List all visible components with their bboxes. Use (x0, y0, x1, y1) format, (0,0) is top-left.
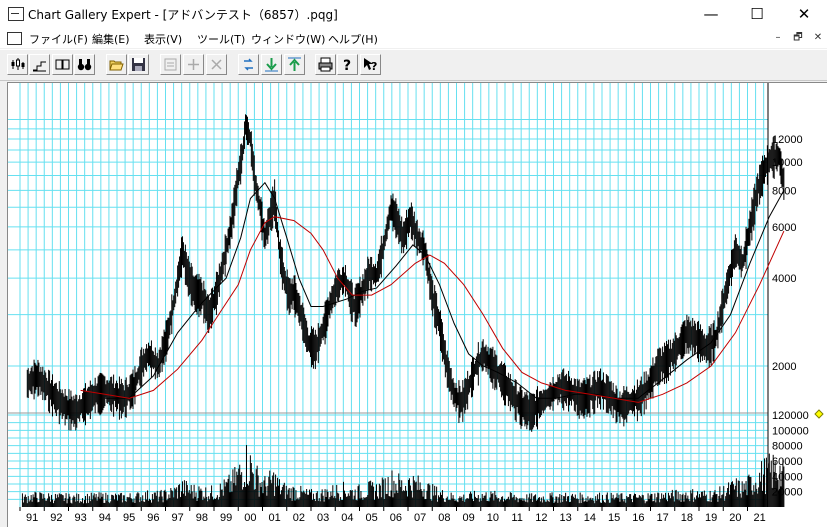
delete-button[interactable] (206, 54, 227, 75)
price-tick-label: 10000 (772, 157, 803, 169)
x-tick-label: 20 (729, 512, 741, 524)
menu-bar: ファイル(F) 編集(E) 表示(V) ツール(T) ウィンドウ(W) ヘルプ(… (0, 28, 827, 48)
print-icon (318, 57, 333, 72)
delete-icon (211, 59, 222, 70)
save-button[interactable] (128, 54, 149, 75)
x-tick-label: 21 (754, 512, 766, 524)
volume-tick-label: 60000 (772, 456, 803, 468)
title-bar: Chart Gallery Expert - [アドバンテスト（6857）.pq… (0, 0, 827, 28)
x-tick-label: 98 (196, 512, 208, 524)
x-tick-label: 97 (172, 512, 184, 524)
properties-button[interactable] (160, 54, 181, 75)
x-tick-label: 06 (390, 512, 402, 524)
svg-text:?: ? (371, 60, 377, 72)
context-help-button[interactable]: ? (360, 54, 381, 75)
help-icon: ? (343, 58, 351, 72)
toolbar: ? ? (0, 49, 827, 81)
x-tick-label: 94 (99, 512, 111, 524)
moving-average-short (104, 181, 785, 399)
save-disk-icon (132, 58, 145, 71)
stock-chart[interactable]: 2000400060008000100001200020000400006000… (8, 83, 827, 527)
x-tick-label: 02 (293, 512, 305, 524)
x-tick-label: 12 (535, 512, 547, 524)
upload-button[interactable] (284, 54, 305, 75)
x-tick-label: 96 (147, 512, 159, 524)
x-tick-label: 99 (220, 512, 232, 524)
volume-tick-label: 40000 (772, 471, 803, 483)
menu-window[interactable]: ウィンドウ(W) (251, 33, 326, 46)
x-tick-label: 13 (560, 512, 572, 524)
x-tick-label: 95 (123, 512, 135, 524)
x-tick-label: 19 (705, 512, 717, 524)
price-tick-label: 4000 (772, 273, 796, 285)
mdi-close-button[interactable]: ✕ (813, 32, 823, 43)
refresh-icon (244, 58, 253, 71)
x-tick-label: 14 (584, 512, 596, 524)
x-tick-label: 92 (50, 512, 62, 524)
x-tick-label: 16 (632, 512, 644, 524)
add-icon (188, 59, 199, 70)
minimize-button[interactable]: — (703, 5, 719, 23)
candlestick-icon (11, 58, 25, 70)
binoculars-icon (77, 59, 92, 71)
chart-area[interactable]: 2000 4000 6000 8000 10000 12000 20000 40000 6000… (7, 82, 827, 527)
candlestick-button[interactable] (7, 54, 28, 75)
download-icon (265, 58, 278, 72)
step-chart-icon (33, 61, 46, 72)
svg-text:?: ? (343, 58, 351, 72)
x-tick-label: 03 (317, 512, 329, 524)
menu-view[interactable]: 表示(V) (144, 33, 183, 46)
menu-tools[interactable]: ツール(T) (197, 33, 246, 46)
menu-help[interactable]: ヘルプ(H) (328, 33, 378, 46)
x-tick-label: 01 (269, 512, 281, 524)
download-button[interactable] (261, 54, 282, 75)
price-tick-label: 8000 (772, 185, 796, 197)
properties-icon (164, 58, 177, 71)
price-tick-label: 6000 (772, 222, 796, 234)
x-tick-label: 09 (463, 512, 475, 524)
volume-tick-label: 100000 (772, 425, 809, 437)
volume-tick-label: 80000 (772, 441, 803, 453)
maximize-button[interactable]: ☐ (750, 5, 764, 23)
context-help-icon: ? (364, 58, 377, 72)
x-tick-label: 05 (366, 512, 378, 524)
window-title: Chart Gallery Expert - [アドバンテスト（6857）.pq… (28, 8, 338, 22)
close-button[interactable]: ✕ (797, 5, 811, 23)
upload-icon (288, 57, 301, 71)
x-tick-label: 17 (657, 512, 669, 524)
add-button[interactable] (183, 54, 204, 75)
step-chart-button[interactable] (29, 54, 50, 75)
split-view-icon (55, 59, 70, 70)
x-tick-label: 07 (414, 512, 426, 524)
mdi-minimize-button[interactable]: – (775, 32, 781, 43)
x-tick-label: 15 (608, 512, 620, 524)
marker-diamond-icon[interactable] (814, 409, 824, 419)
open-folder-icon (109, 60, 124, 71)
x-tick-label: 04 (341, 512, 353, 524)
x-tick-label: 00 (244, 512, 256, 524)
x-tick-label: 10 (487, 512, 499, 524)
refresh-button[interactable] (238, 54, 259, 75)
document-icon[interactable] (7, 32, 22, 45)
help-button[interactable]: ? (337, 54, 358, 75)
mdi-restore-button[interactable]: 🗗 (793, 32, 803, 43)
app-icon (8, 7, 24, 21)
x-tick-label: 18 (681, 512, 693, 524)
x-tick-label: 11 (511, 512, 522, 524)
x-tick-label: 91 (26, 512, 38, 524)
open-button[interactable] (106, 54, 127, 75)
volume-tick-label: 120000 (772, 410, 809, 422)
menu-edit[interactable]: 編集(E) (92, 33, 130, 46)
x-tick-label: 93 (75, 512, 87, 524)
price-tick-label: 12000 (772, 134, 803, 146)
moving-average-long (80, 216, 785, 403)
price-tick-label: 2000 (772, 361, 796, 373)
print-button[interactable] (315, 54, 336, 75)
split-view-button[interactable] (52, 54, 73, 75)
menu-file[interactable]: ファイル(F) (29, 33, 88, 46)
x-tick-label: 08 (438, 512, 450, 524)
volume-tick-label: 20000 (772, 487, 803, 499)
search-button[interactable] (74, 54, 95, 75)
